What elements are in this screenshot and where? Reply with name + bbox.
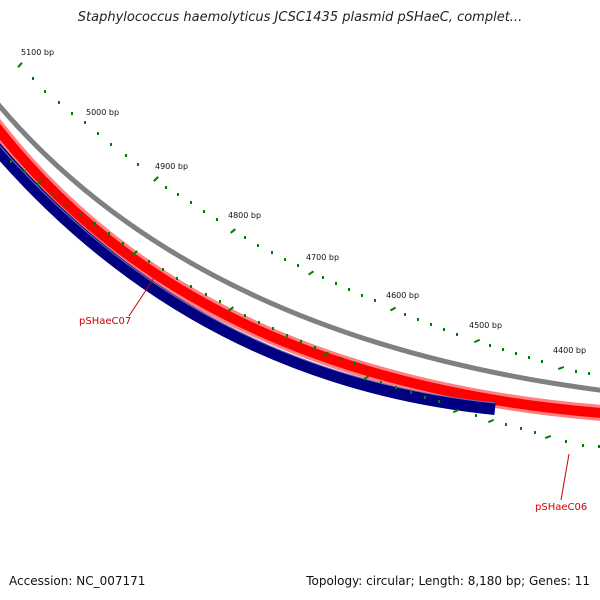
reverse-strand-gene xyxy=(0,143,496,415)
scale-label-5000: 5000 bp xyxy=(86,108,119,117)
reverse-strand-gene-edge xyxy=(0,145,496,404)
gene-leader-pSHaeC07 xyxy=(128,277,155,317)
plasmid-backbone xyxy=(0,102,600,393)
map-title: Staphylococcus haemolyticus JCSC1435 pla… xyxy=(77,10,523,25)
scale-label-4800: 4800 bp xyxy=(228,211,261,220)
topology-summary-text: Topology: circular; Length: 8,180 bp; Ge… xyxy=(306,574,590,588)
scale-label-4500: 4500 bp xyxy=(469,321,502,330)
inner-scale-ticks xyxy=(10,160,600,448)
gene-label-pSHaeC06[interactable]: pSHaeC06 xyxy=(535,502,587,513)
outer-scale-ticks xyxy=(17,62,590,375)
scale-label-5100: 5100 bp xyxy=(21,48,54,57)
scale-label-4900: 4900 bp xyxy=(155,162,188,171)
gene-label-pSHaeC07[interactable]: pSHaeC07 xyxy=(79,316,131,327)
scale-label-4700: 4700 bp xyxy=(306,253,339,262)
scale-label-4600: 4600 bp xyxy=(386,291,419,300)
forward-strand-gene-core xyxy=(0,123,600,418)
scale-label-4400: 4400 bp xyxy=(553,346,586,355)
accession-text: Accession: NC_007171 xyxy=(9,574,146,588)
gene-leader-pSHaeC06 xyxy=(560,453,570,501)
